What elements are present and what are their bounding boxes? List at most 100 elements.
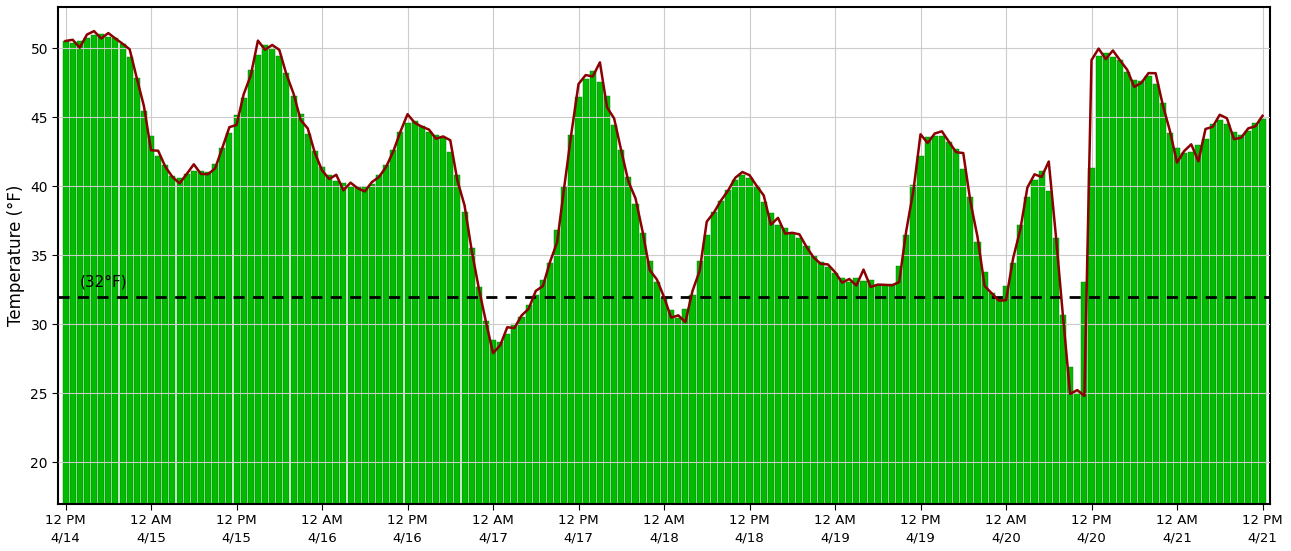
Bar (1232, 132, 1237, 504)
Bar (817, 262, 824, 504)
Bar (1046, 191, 1052, 504)
Bar (1188, 152, 1194, 504)
Bar (205, 172, 210, 504)
Bar (333, 181, 340, 504)
Bar (1103, 53, 1109, 504)
Bar (134, 78, 139, 504)
Bar (675, 318, 682, 504)
Bar (141, 111, 147, 504)
Bar (497, 342, 503, 504)
Bar (212, 164, 218, 504)
Bar (732, 180, 738, 504)
Bar (476, 287, 482, 504)
Bar (1110, 57, 1115, 504)
Bar (1117, 60, 1123, 504)
Bar (540, 280, 546, 504)
Bar (533, 295, 538, 504)
Bar (98, 34, 105, 504)
Bar (404, 123, 411, 504)
Bar (611, 126, 617, 504)
Bar (704, 235, 710, 504)
Bar (661, 298, 667, 504)
Bar (889, 284, 895, 504)
Bar (383, 165, 389, 504)
Bar (347, 187, 354, 504)
Bar (1068, 367, 1073, 504)
Bar (305, 134, 311, 504)
Bar (839, 278, 846, 504)
Bar (853, 278, 860, 504)
Bar (234, 116, 240, 504)
Bar (1210, 123, 1216, 504)
Bar (825, 267, 831, 504)
Bar (975, 241, 981, 504)
Bar (718, 201, 724, 504)
Bar (618, 150, 625, 504)
Bar (653, 282, 660, 504)
Bar (726, 190, 731, 504)
Bar (711, 212, 717, 504)
Bar (946, 142, 951, 504)
Bar (1216, 120, 1223, 504)
Bar (875, 285, 880, 504)
Bar (440, 138, 447, 504)
Bar (582, 79, 589, 504)
Bar (120, 44, 125, 504)
Bar (1082, 282, 1087, 504)
Bar (361, 187, 368, 504)
Bar (1252, 123, 1259, 504)
Bar (1224, 124, 1230, 504)
Bar (868, 280, 874, 504)
Bar (1010, 263, 1016, 504)
Bar (1159, 103, 1166, 504)
Bar (918, 156, 923, 504)
Bar (505, 333, 510, 504)
Bar (254, 55, 261, 504)
Bar (1153, 84, 1158, 504)
Bar (454, 175, 461, 504)
Bar (525, 305, 532, 504)
Bar (319, 168, 325, 504)
Bar (846, 282, 852, 504)
Bar (76, 41, 83, 504)
Bar (369, 183, 374, 504)
Bar (939, 136, 945, 504)
Bar (198, 171, 204, 504)
Bar (262, 45, 269, 504)
Bar (1195, 145, 1202, 504)
Bar (290, 96, 297, 504)
Bar (90, 35, 97, 504)
Bar (1038, 171, 1044, 504)
Bar (989, 293, 995, 504)
Bar (746, 177, 753, 504)
Bar (782, 228, 789, 504)
Bar (967, 197, 973, 504)
Bar (882, 285, 888, 504)
Bar (390, 150, 396, 504)
Bar (298, 114, 303, 504)
Bar (1053, 238, 1059, 504)
Bar (1131, 80, 1137, 504)
Bar (412, 121, 418, 504)
Bar (183, 174, 190, 504)
Bar (1060, 315, 1066, 504)
Bar (740, 175, 745, 504)
Bar (924, 137, 931, 504)
Bar (775, 225, 781, 504)
Bar (1139, 81, 1144, 504)
Bar (1145, 77, 1152, 504)
Text: (32°F): (32°F) (80, 275, 128, 290)
Bar (426, 132, 432, 504)
Bar (248, 70, 254, 504)
Bar (683, 310, 688, 504)
Bar (568, 134, 574, 504)
Y-axis label: Temperature (°F): Temperature (°F) (6, 185, 25, 326)
Bar (1238, 135, 1245, 504)
Bar (1096, 56, 1101, 504)
Bar (1074, 393, 1081, 504)
Bar (754, 186, 759, 504)
Bar (276, 56, 283, 504)
Bar (831, 273, 838, 504)
Bar (768, 213, 773, 504)
Bar (191, 171, 196, 504)
